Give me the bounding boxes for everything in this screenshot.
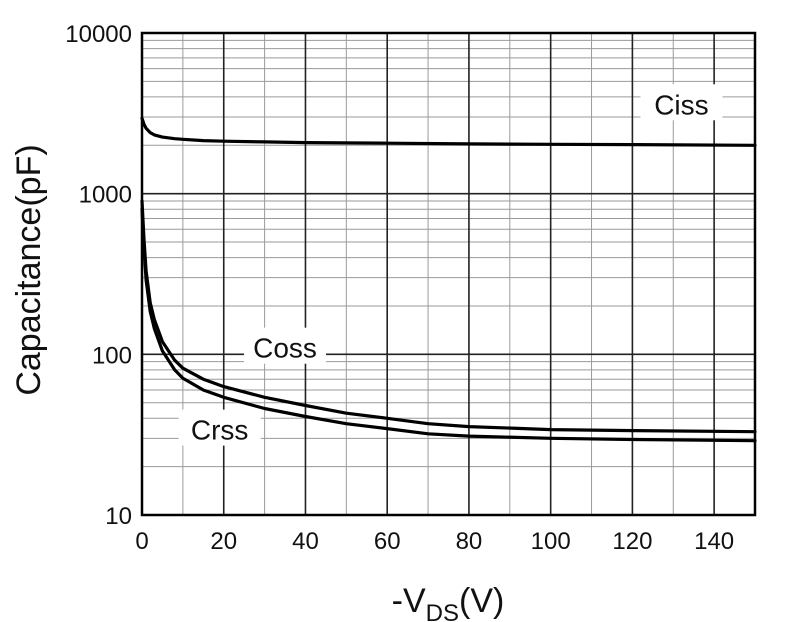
x-tick-label: 20: [210, 528, 237, 555]
x-axis-title-main: -V: [392, 582, 426, 620]
series-layer: [140, 116, 757, 443]
x-axis-title-subscript: DS: [426, 600, 459, 622]
series-line-crss: [140, 207, 757, 443]
series-label-crss: Crss: [191, 415, 249, 446]
y-axis-title: Capacitance(pF): [10, 144, 48, 395]
y-tick-labels: 10 100 1000 10000: [65, 21, 132, 530]
y-tick-label: 10: [105, 503, 132, 530]
x-tick-label: 120: [612, 528, 652, 555]
plot-frame: [140, 31, 757, 517]
series-label-coss: Coss: [253, 333, 317, 364]
x-axis-title: -VDS(V): [392, 582, 505, 622]
x-axis-title-unit: (V): [459, 582, 504, 620]
minor-gridlines: [142, 33, 755, 515]
series-line-coss: [140, 199, 757, 434]
series-label-ciss: Ciss: [654, 89, 708, 120]
y-tick-label: 10000: [65, 21, 132, 48]
x-tick-label: 40: [292, 528, 319, 555]
series-line-ciss: [140, 116, 757, 147]
series-label-bg: [244, 327, 327, 364]
x-tick-labels: 0 20 40 60 80 100 120 140: [135, 528, 734, 555]
x-tick-label: 0: [135, 528, 148, 555]
series-label-bg: [178, 409, 261, 446]
series-label-bg: [640, 84, 723, 121]
x-tick-label: 140: [694, 528, 734, 555]
x-tick-label: 60: [374, 528, 401, 555]
x-tick-label: 80: [456, 528, 483, 555]
y-tick-label: 1000: [79, 182, 132, 209]
series-labels: Ciss Coss Crss: [178, 84, 723, 446]
x-tick-label: 100: [531, 528, 571, 555]
y-tick-label: 100: [92, 342, 132, 369]
